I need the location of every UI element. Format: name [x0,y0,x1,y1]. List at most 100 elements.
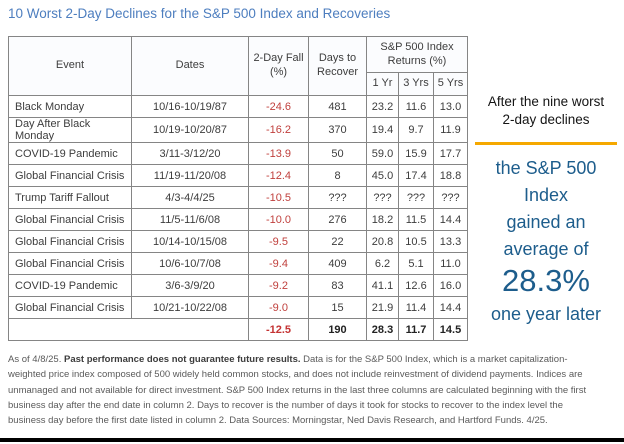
fall-cell: -9.2 [248,274,309,297]
callout-body: the S&P 500 Index gained an average of [468,155,624,263]
table-row: COVID-19 Pandemic 3/6-3/9/20 -9.2 83 41.… [8,274,468,297]
yr3-cell: 11.6 [398,95,434,118]
yr1-cell: 19.4 [366,117,399,143]
event-cell: Global Financial Crisis [8,252,132,275]
footnote-body: Data is for the S&P 500 Index, which is … [8,354,587,427]
days-cell: 15 [308,296,367,319]
yr5-cell: ??? [433,186,468,209]
main-content: Event Dates 2-Day Fall (%) Days to Recov… [0,36,624,341]
yr3-cell: 10.5 [398,230,434,253]
yr1-cell: 20.8 [366,230,399,253]
event-cell: Global Financial Crisis [8,208,132,231]
col-header-3yrs: 3 Yrs [398,72,434,96]
dates-cell: 3/11-3/12/20 [131,142,249,165]
days-cell: 481 [308,95,367,118]
col-header-5yrs: 5 Yrs [433,72,468,96]
average-row: -12.5 190 28.3 11.7 14.5 [8,318,468,341]
yr5-cell: 13.3 [433,230,468,253]
yr5-cell: 13.0 [433,95,468,118]
event-cell: Black Monday [8,95,132,118]
yr3-cell: 17.4 [398,164,434,187]
col-header-days-to-recover: Days to Recover [308,36,367,96]
callout-panel: After the nine worst 2-day declines the … [468,36,624,341]
callout-body-line: the S&P 500 [495,158,597,178]
fall-cell: -10.0 [248,208,309,231]
table-row: COVID-19 Pandemic 3/11-3/12/20 -13.9 50 … [8,142,468,165]
table-row: Global Financial Crisis 10/14-10/15/08 -… [8,230,468,253]
header-row-sub: 1 Yr 3 Yrs 5 Yrs [9,72,468,96]
callout-body-line: gained an [506,212,586,232]
fall-cell: -10.5 [248,186,309,209]
event-cell: Trump Tariff Fallout [8,186,132,209]
event-cell: COVID-19 Pandemic [8,142,132,165]
col-header-event: Event [8,36,132,96]
yr5-cell: 14.4 [433,208,468,231]
event-cell: Global Financial Crisis [8,230,132,253]
days-cell: ??? [308,186,367,209]
yr3-cell: 11.5 [398,208,434,231]
yr1-cell: 23.2 [366,95,399,118]
yr1-cell: 45.0 [366,164,399,187]
yr1-cell: 6.2 [366,252,399,275]
days-cell: 370 [308,117,367,143]
yr3-cell: 15.9 [398,142,434,165]
days-cell: 409 [308,252,367,275]
days-cell: 22 [308,230,367,253]
average-row-empty-cell [8,318,249,341]
table-row: Global Financial Crisis 11/19-11/20/08 -… [8,164,468,187]
event-cell: Day After Black Monday [8,117,132,143]
yr1-cell: 21.9 [366,296,399,319]
days-cell: 276 [308,208,367,231]
declines-table: Event Dates 2-Day Fall (%) Days to Recov… [8,36,468,341]
avg-yr1-cell: 28.3 [366,318,399,341]
callout-intro-line: After the nine worst [487,94,605,109]
days-cell: 50 [308,142,367,165]
yr5-cell: 11.0 [433,252,468,275]
dates-cell: 10/21-10/22/08 [131,296,249,319]
table-row: Black Monday 10/16-10/19/87 -24.6 481 23… [8,95,468,118]
yr5-cell: 16.0 [433,274,468,297]
col-header-1yr: 1 Yr [366,72,399,96]
days-cell: 8 [308,164,367,187]
callout-highlight-value: 28.3% [502,263,590,298]
col-header-two-day-fall: 2-Day Fall (%) [248,36,309,96]
bottom-rule [0,438,624,442]
callout-body-line: Index [523,185,569,205]
table-row: Trump Tariff Fallout 4/3-4/4/25 -10.5 ??… [8,186,468,209]
table-row: Day After Black Monday 10/19-10/20/87 -1… [8,117,468,143]
yr5-cell: 17.7 [433,142,468,165]
dates-cell: 4/3-4/4/25 [131,186,249,209]
yr3-cell: 12.6 [398,274,434,297]
page-title: 10 Worst 2-Day Declines for the S&P 500 … [8,6,391,21]
yr1-cell: 18.2 [366,208,399,231]
avg-days-cell: 190 [308,318,367,341]
callout-tail: one year later [490,304,602,324]
footnote-disclaimer-bold: Past performance does not guarantee futu… [63,354,301,365]
dates-cell: 10/6-10/7/08 [131,252,249,275]
footnote-as-of: As of 4/8/25. [8,354,64,365]
fall-cell: -12.4 [248,164,309,187]
dates-cell: 11/19-11/20/08 [131,164,249,187]
yr3-cell: ??? [398,186,434,209]
table-row: Global Financial Crisis 10/21-10/22/08 -… [8,296,468,319]
event-cell: COVID-19 Pandemic [8,274,132,297]
callout-body-line: average of [503,239,589,259]
orange-divider [475,142,617,145]
fall-cell: -13.9 [248,142,309,165]
footnote: As of 4/8/25. Past performance does not … [8,352,600,428]
event-cell: Global Financial Crisis [8,164,132,187]
days-cell: 83 [308,274,367,297]
table-row: Global Financial Crisis 10/6-10/7/08 -9.… [8,252,468,275]
yr3-cell: 11.4 [398,296,434,319]
dates-cell: 11/5-11/6/08 [131,208,249,231]
fall-cell: -16.2 [248,117,309,143]
avg-yr5-cell: 14.5 [433,318,468,341]
fall-cell: -9.0 [248,296,309,319]
yr5-cell: 11.9 [433,117,468,143]
table-row: Global Financial Crisis 11/5-11/6/08 -10… [8,208,468,231]
avg-yr3-cell: 11.7 [398,318,434,341]
fall-cell: -24.6 [248,95,309,118]
dates-cell: 10/19-10/20/87 [131,117,249,143]
yr3-cell: 9.7 [398,117,434,143]
avg-fall-cell: -12.5 [248,318,309,341]
